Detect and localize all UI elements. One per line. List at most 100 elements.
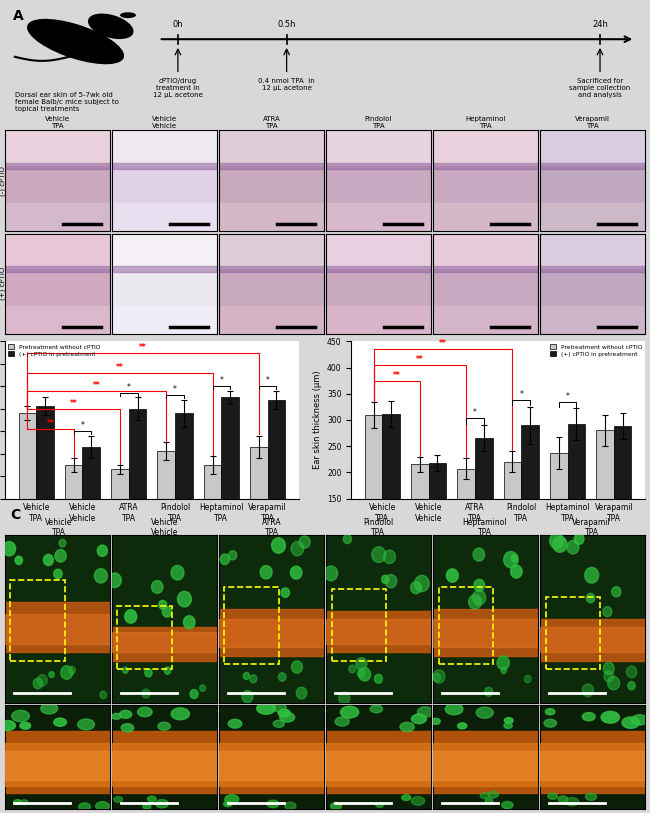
Ellipse shape bbox=[512, 554, 518, 562]
Ellipse shape bbox=[374, 674, 382, 683]
Ellipse shape bbox=[88, 14, 133, 39]
Text: *: * bbox=[81, 421, 84, 430]
Bar bbox=[157, 451, 175, 521]
Ellipse shape bbox=[469, 594, 482, 609]
Ellipse shape bbox=[545, 709, 555, 715]
Ellipse shape bbox=[171, 565, 184, 580]
Ellipse shape bbox=[433, 673, 441, 682]
Bar bbox=[5, 202, 110, 231]
Ellipse shape bbox=[121, 724, 134, 732]
Ellipse shape bbox=[627, 666, 637, 678]
Ellipse shape bbox=[608, 676, 619, 690]
Ellipse shape bbox=[566, 798, 578, 806]
Bar bbox=[112, 306, 216, 334]
Bar bbox=[65, 465, 83, 521]
Ellipse shape bbox=[504, 723, 512, 728]
Bar bbox=[504, 462, 521, 577]
Bar bbox=[5, 742, 110, 786]
Text: Pindolol
TPA: Pindolol TPA bbox=[363, 518, 393, 537]
Bar bbox=[596, 430, 614, 577]
Ellipse shape bbox=[96, 802, 109, 811]
Bar bbox=[5, 731, 110, 793]
Text: **: ** bbox=[70, 399, 77, 408]
Bar bbox=[326, 269, 431, 306]
Bar bbox=[112, 233, 216, 269]
Bar bbox=[434, 609, 538, 656]
Text: **: ** bbox=[416, 355, 424, 364]
Bar bbox=[326, 163, 431, 168]
Ellipse shape bbox=[60, 666, 73, 680]
Text: *: * bbox=[173, 385, 177, 394]
Bar bbox=[222, 398, 239, 521]
Title: Pindolol
TPA: Pindolol TPA bbox=[365, 116, 392, 129]
Ellipse shape bbox=[242, 690, 253, 702]
Bar bbox=[326, 731, 431, 793]
Ellipse shape bbox=[544, 720, 556, 727]
Bar bbox=[112, 628, 216, 661]
Ellipse shape bbox=[411, 714, 426, 724]
Bar bbox=[434, 731, 538, 793]
Text: Sacrificed for
sample collection
and analysis: Sacrificed for sample collection and ana… bbox=[569, 78, 630, 98]
Ellipse shape bbox=[548, 793, 558, 799]
Text: *: * bbox=[127, 383, 131, 392]
Bar bbox=[540, 166, 645, 202]
Bar bbox=[219, 742, 324, 786]
Ellipse shape bbox=[502, 802, 513, 809]
Bar bbox=[434, 202, 538, 231]
Bar bbox=[219, 751, 324, 780]
Bar bbox=[5, 602, 110, 653]
Ellipse shape bbox=[33, 678, 43, 689]
Ellipse shape bbox=[341, 706, 359, 718]
Ellipse shape bbox=[225, 794, 239, 804]
Title: Heptaminol
TPA: Heptaminol TPA bbox=[465, 116, 506, 129]
Bar bbox=[521, 425, 539, 577]
Bar bbox=[382, 414, 400, 577]
Ellipse shape bbox=[12, 711, 29, 722]
Ellipse shape bbox=[200, 685, 205, 691]
Bar bbox=[219, 609, 324, 656]
Ellipse shape bbox=[504, 718, 513, 724]
Ellipse shape bbox=[343, 534, 352, 544]
Bar bbox=[326, 166, 431, 202]
Ellipse shape bbox=[281, 588, 289, 598]
Ellipse shape bbox=[486, 798, 493, 803]
Ellipse shape bbox=[278, 672, 286, 681]
Bar bbox=[5, 233, 110, 269]
Bar bbox=[112, 269, 216, 306]
Bar bbox=[326, 130, 431, 166]
Ellipse shape bbox=[631, 715, 647, 725]
Ellipse shape bbox=[155, 800, 168, 808]
Ellipse shape bbox=[272, 702, 286, 712]
Bar bbox=[250, 447, 268, 521]
Ellipse shape bbox=[585, 567, 599, 583]
Ellipse shape bbox=[553, 537, 567, 552]
Ellipse shape bbox=[582, 684, 593, 697]
Ellipse shape bbox=[260, 566, 272, 579]
Ellipse shape bbox=[138, 707, 152, 717]
Bar bbox=[175, 413, 192, 521]
Bar bbox=[434, 163, 538, 168]
Title: ATRA
TPA: ATRA TPA bbox=[263, 116, 280, 129]
Ellipse shape bbox=[123, 667, 128, 673]
Ellipse shape bbox=[447, 569, 458, 582]
Text: 0h: 0h bbox=[173, 20, 183, 28]
Text: **: ** bbox=[116, 363, 124, 372]
Ellipse shape bbox=[285, 802, 296, 810]
Ellipse shape bbox=[458, 723, 467, 729]
Ellipse shape bbox=[372, 547, 385, 563]
Ellipse shape bbox=[142, 689, 150, 698]
Bar bbox=[434, 266, 538, 272]
Ellipse shape bbox=[14, 800, 21, 805]
Bar bbox=[112, 266, 216, 272]
Ellipse shape bbox=[431, 719, 440, 724]
Ellipse shape bbox=[257, 702, 276, 715]
Ellipse shape bbox=[473, 548, 485, 561]
Ellipse shape bbox=[183, 615, 195, 628]
Bar bbox=[567, 424, 585, 577]
Ellipse shape bbox=[125, 610, 136, 624]
Bar bbox=[540, 306, 645, 334]
Ellipse shape bbox=[280, 712, 294, 722]
Ellipse shape bbox=[385, 575, 397, 588]
Ellipse shape bbox=[291, 541, 304, 556]
Ellipse shape bbox=[497, 656, 510, 670]
